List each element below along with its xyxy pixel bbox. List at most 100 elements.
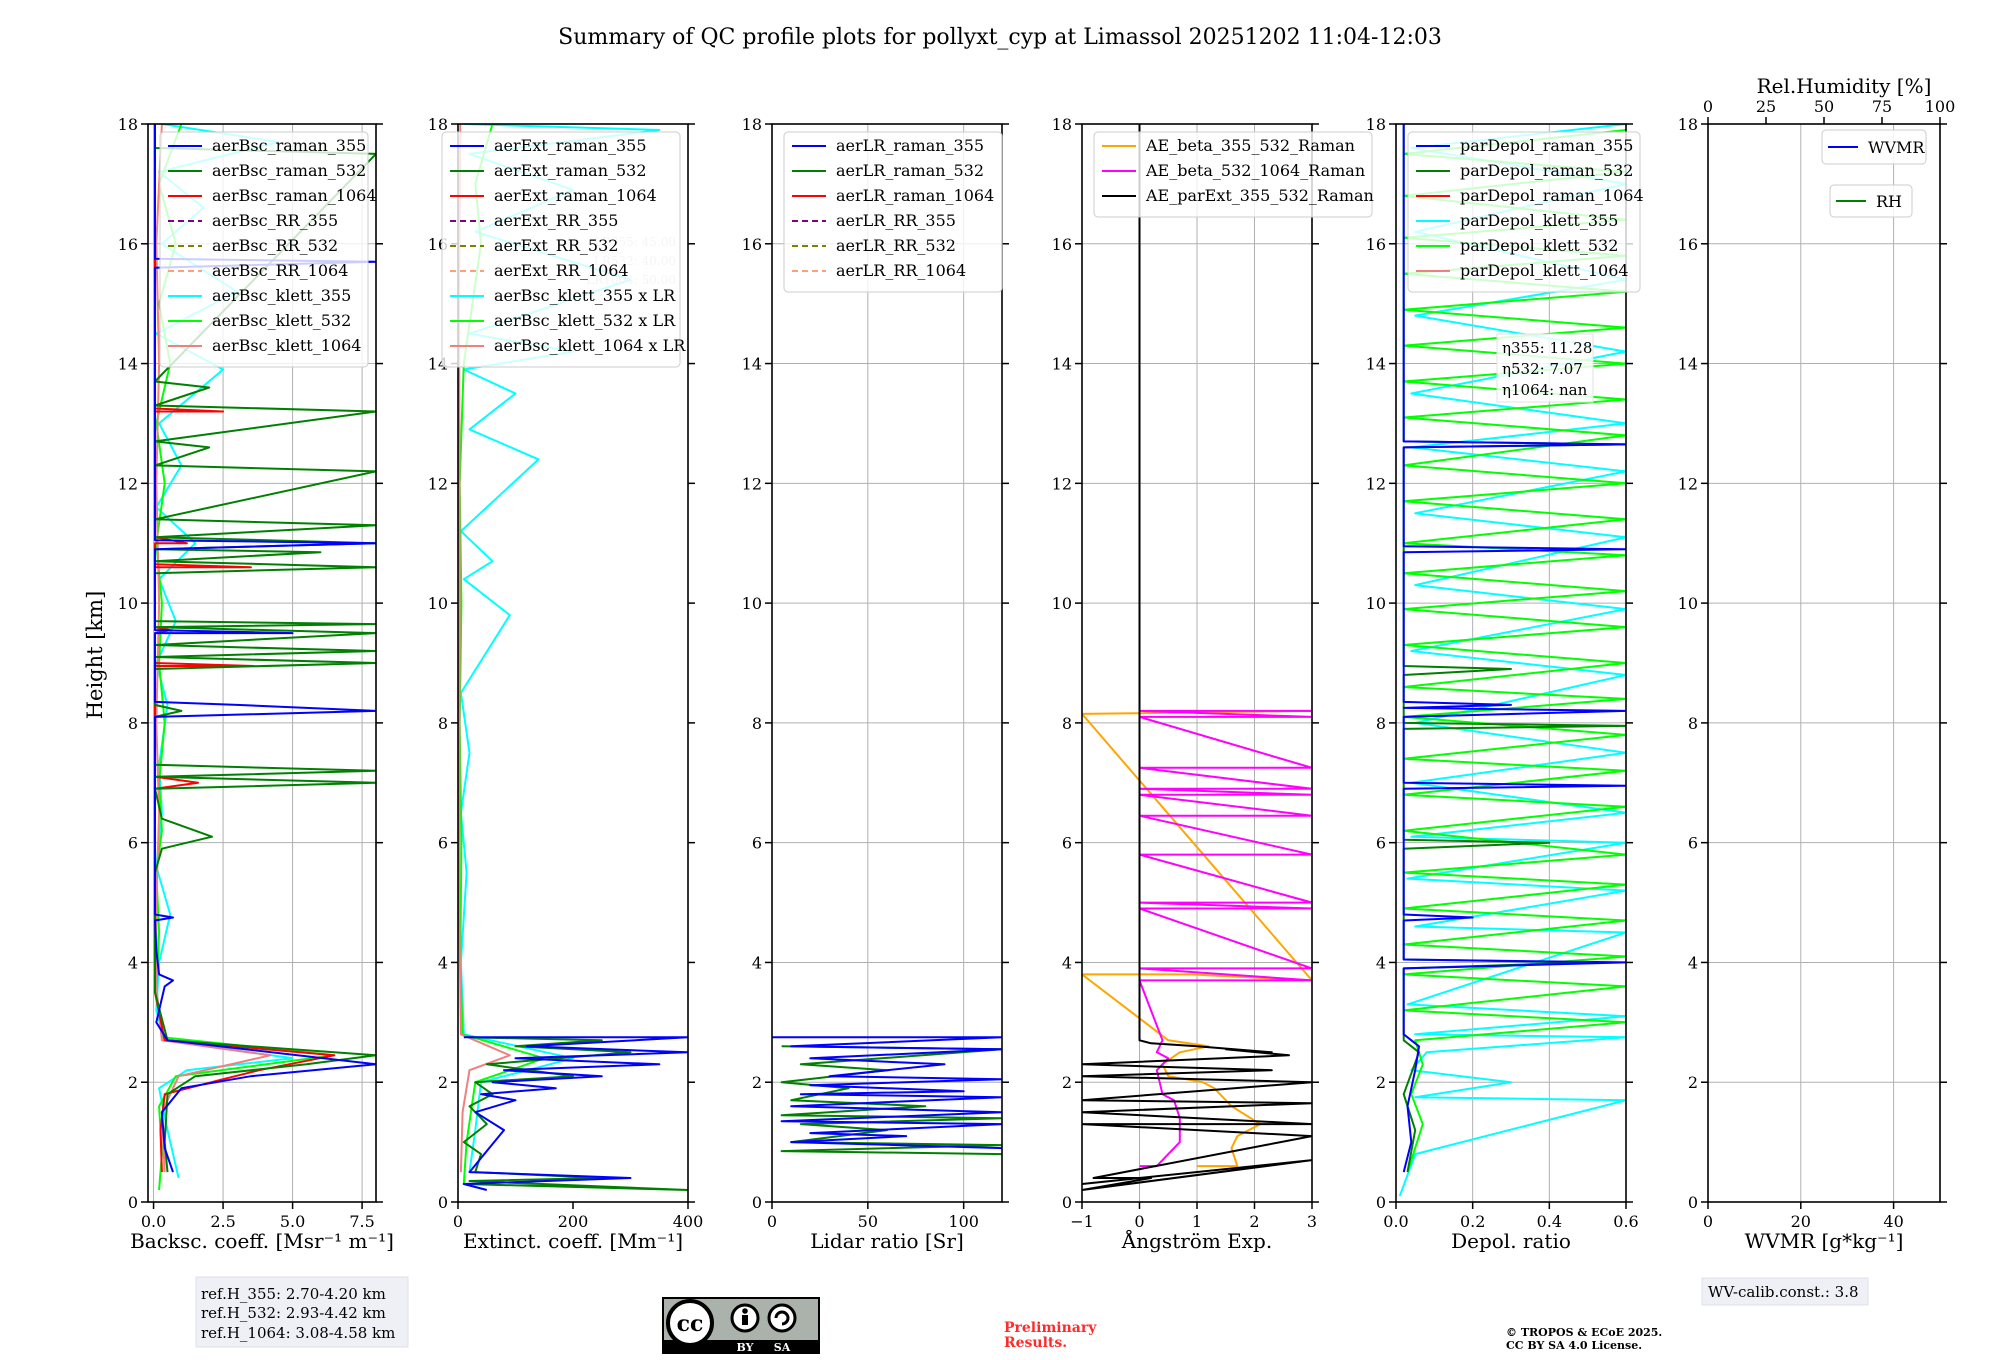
ytick-label-ext-6: 12 [428,474,448,493]
legend-box-lr [783,131,1003,293]
ytick-label-ext-5: 10 [428,594,448,613]
ytick-label-depol-2: 4 [1376,953,1386,972]
legend-label-lr-4: aerLR_RR_532 [836,236,956,255]
top-xtick-label-wv-0: 0 [1703,97,1713,116]
legend-box-ext [441,131,681,368]
axes-frame-bsc [147,123,377,1203]
ytick-label-ae-4: 8 [1062,714,1072,733]
series-line-ae-1 [1138,709,1312,1168]
legend-label-bsc-5: aerBsc_RR_1064 [212,261,348,280]
ytick-label-depol-6: 12 [1366,474,1386,493]
xaxis-label-ae: Ångström Exp. [1121,1228,1272,1253]
attribution-body [742,1315,748,1325]
copyright-line2: CC BY SA 4.0 License. [1506,1339,1642,1352]
xtick-label-ext-2: 400 [673,1212,704,1231]
ytick-label-bsc-5: 10 [118,594,138,613]
top-xaxis-label-wv: Rel.Humidity [%] [1757,74,1932,98]
legend-label-lr-1: aerLR_raman_532 [836,161,984,180]
top-xtick-label-wv-1: 25 [1756,97,1776,116]
legend-box-ae [1093,131,1373,218]
xtick-label-wv-1: 20 [1791,1212,1811,1231]
series-line-bsc-5 [154,124,376,1173]
ytick-label-depol-5: 10 [1366,594,1386,613]
series-line-lr-0 [780,1045,1002,1156]
legend-box-bsc [159,131,369,368]
xaxis-label-bsc: Backsc. coeff. [Msr⁻¹ m⁻¹] [130,1229,394,1253]
series-group-lr [772,1036,1002,1156]
top-xtick-label-wv-2: 50 [1814,97,1834,116]
ytick-label-wv-7: 14 [1678,355,1698,374]
ytick-label-lr-7: 14 [742,355,762,374]
ytick-label-lr-8: 16 [742,235,762,254]
ytick-label-ae-5: 10 [1052,594,1072,613]
xtick-label-ae-0: −1 [1070,1212,1094,1231]
ytick-label-depol-3: 6 [1376,834,1386,853]
ytick-label-ae-7: 14 [1052,355,1072,374]
ref-height-532: ref.H_532: 2.93-4.42 km [201,1304,386,1322]
ytick-label-lr-3: 6 [752,834,762,853]
ytick-label-depol-0: 0 [1376,1193,1386,1212]
legend-label-bsc-8: aerBsc_klett_1064 [212,336,361,355]
ytick-label-lr-9: 18 [742,115,762,134]
xtick-label-lr-0: 0 [767,1212,777,1231]
legend-label-ext-1: aerExt_raman_532 [494,161,647,180]
legend-label-ae-1: AE_beta_532_1064_Raman [1145,161,1365,180]
legend-label-lr-5: aerLR_RR_1064 [836,261,966,280]
legend-label-ext-7: aerBsc_klett_532 x LR [494,311,676,330]
xtick-label-ae-4: 3 [1307,1212,1317,1231]
share-alike-icon [767,1303,797,1333]
legend-label-ext-8: aerBsc_klett_1064 x LR [494,336,686,355]
xtick-label-bsc-1: 2.5 [210,1212,235,1231]
ytick-label-ae-0: 0 [1062,1193,1072,1212]
xaxis-label-lr: Lidar ratio [Sr] [810,1229,964,1253]
xtick-label-lr-1: 50 [858,1212,878,1231]
ytick-label-wv-9: 18 [1678,115,1698,134]
ytick-label-lr-4: 8 [752,714,762,733]
ytick-label-bsc-7: 14 [118,355,138,374]
ytick-label-bsc-0: 0 [128,1193,138,1212]
legend-label-ext-0: aerExt_raman_355 [494,136,647,155]
ytick-label-depol-8: 16 [1366,235,1386,254]
legend-label-bsc-0: aerBsc_raman_355 [212,136,366,155]
xtick-label-lr-2: 100 [948,1212,979,1231]
legend-label-ext-5: aerExt_RR_1064 [494,261,629,280]
legend-label-bsc-2: aerBsc_raman_1064 [212,186,377,205]
series-line-ae-2 [1082,124,1312,1191]
share-alike-arrow [774,1310,790,1326]
ytick-label-wv-8: 16 [1678,235,1698,254]
series-line-lr-1 [772,1036,1002,1150]
xtick-label-ext-0: 0 [453,1212,463,1231]
ytick-label-lr-6: 12 [742,474,762,493]
legend-label-wv-1: RH [1876,192,1902,211]
ytick-label-depol-9: 18 [1366,115,1386,134]
y-axis-label: Height [km] [83,591,107,720]
top-xtick-label-wv-4: 100 [1925,97,1956,116]
xtick-label-bsc-2: 5.0 [280,1212,305,1231]
ytick-label-bsc-8: 16 [118,235,138,254]
series-line-ext-4 [462,1036,688,1191]
preliminary-label-line2: Results. [1004,1335,1067,1351]
ytick-label-wv-5: 10 [1678,594,1698,613]
ytick-label-bsc-2: 4 [128,953,138,972]
axes-frame-depol [1395,123,1627,1203]
legend-label-depol-0: parDepol_raman_355 [1460,136,1633,155]
ytick-label-ae-1: 2 [1062,1073,1072,1092]
legend-box-wv-0 [1821,129,1927,165]
legend-label-wv-0: WVMR [1868,138,1925,157]
xtick-label-wv-2: 40 [1883,1212,1903,1231]
ytick-label-ext-1: 2 [438,1073,448,1092]
preliminary-label-line1: Preliminary [1004,1320,1097,1336]
copyright-line1: © TROPOS & ECoE 2025. [1506,1326,1662,1339]
ytick-label-ext-4: 8 [438,714,448,733]
legend-label-ext-2: aerExt_raman_1064 [494,186,657,205]
legend-label-ext-6: aerBsc_klett_355 x LR [494,286,676,305]
ytick-label-wv-2: 4 [1688,953,1698,972]
ytick-label-lr-5: 10 [742,594,762,613]
